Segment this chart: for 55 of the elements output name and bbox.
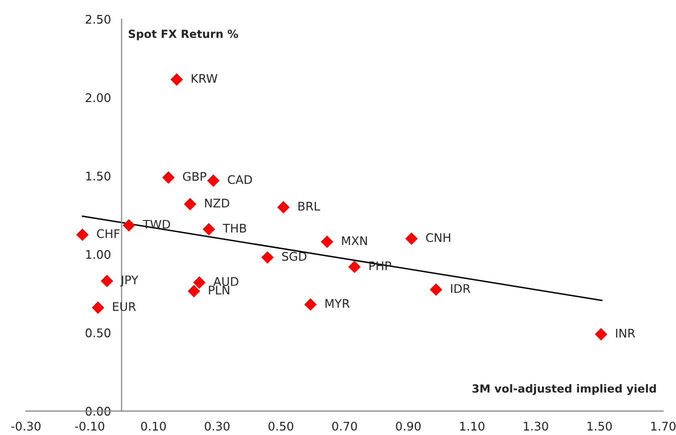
point — [188, 284, 200, 298]
point — [170, 73, 183, 86]
annotation: NZD — [205, 198, 230, 208]
annotation: INR — [616, 328, 636, 338]
point — [261, 251, 274, 264]
y-tick-label: 2.50 — [86, 14, 110, 24]
x-tick-label: 0.30 — [204, 422, 230, 431]
point — [348, 260, 361, 274]
annotation: BRL — [298, 202, 320, 211]
annotation: JPY — [120, 276, 138, 287]
x-tick-label: -0.10 — [75, 422, 104, 431]
y-tick-label: 0.50 — [86, 328, 110, 338]
annotation: TWD — [142, 220, 170, 229]
x-tick-label: 0.50 — [268, 422, 294, 431]
annotation: KRW — [192, 74, 218, 83]
y-tick-label: 1.50 — [86, 172, 110, 181]
annotation: CAD — [228, 175, 252, 184]
point — [430, 283, 442, 296]
point — [320, 236, 334, 248]
x-tick-label: 0.90 — [396, 422, 421, 431]
annotation: THB — [222, 224, 246, 232]
annotation: PLN — [208, 286, 230, 294]
annotation: SGD — [282, 252, 306, 261]
annotation: IDR — [451, 284, 470, 293]
point — [207, 174, 220, 187]
annotation: MYR — [326, 299, 350, 308]
point — [92, 301, 104, 314]
x-tick-label: 1.50 — [588, 422, 612, 431]
x-tick-label: 0.10 — [141, 422, 166, 431]
annotation: CNH — [426, 233, 450, 242]
x-tick-label: 0.70 — [332, 422, 357, 431]
y-tick-label: 2.00 — [86, 93, 110, 102]
y-tick-label: 1.00 — [86, 250, 110, 259]
point — [405, 232, 418, 245]
x-tick-label: 1.10 — [460, 422, 484, 431]
point — [594, 328, 608, 340]
annotation: GBP — [182, 172, 206, 181]
point — [100, 274, 114, 288]
annotation: AUD — [213, 277, 238, 286]
point — [76, 228, 89, 241]
point — [304, 298, 317, 311]
x-axis-title: 3M vol-adjusted implied yield — [472, 384, 656, 395]
point — [122, 219, 136, 232]
x-tick-label: -0.30 — [11, 422, 41, 431]
annotation: EUR — [113, 302, 136, 312]
annotation: MXN — [342, 236, 367, 246]
x-tick-label: 1.70 — [651, 422, 676, 431]
x-tick-label: 1.30 — [524, 422, 548, 431]
point — [162, 171, 175, 184]
point — [193, 276, 206, 289]
point — [202, 223, 216, 236]
y-axis-title: Spot FX Return % — [128, 30, 238, 40]
point — [277, 201, 290, 214]
point — [184, 198, 196, 210]
annotation: CHF — [96, 229, 120, 238]
